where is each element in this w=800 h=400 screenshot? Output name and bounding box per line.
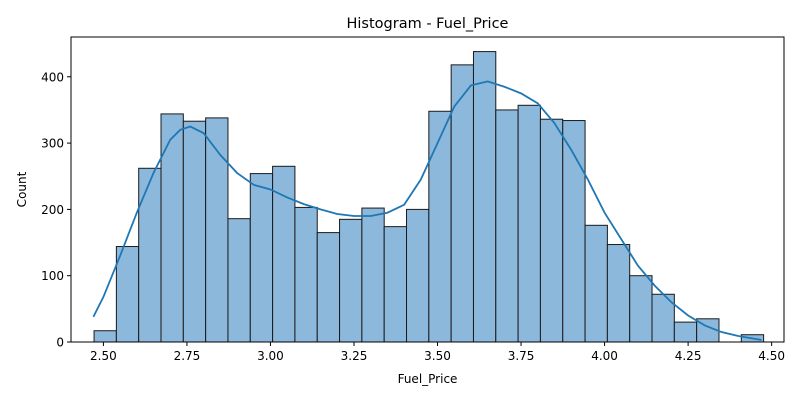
x-axis-title: Fuel_Price	[398, 372, 458, 386]
x-tick-label: 3.75	[508, 349, 535, 363]
histogram-bar	[584, 224, 608, 343]
y-tick-label: 100	[41, 269, 64, 283]
histogram-bar	[606, 244, 631, 343]
x-tick-label: 3.50	[424, 349, 451, 363]
histogram-bar	[472, 51, 497, 343]
x-tick-label: 4.25	[675, 349, 702, 363]
histogram-bar	[517, 104, 541, 343]
histogram-bar	[294, 206, 318, 343]
histogram-bar	[361, 207, 385, 343]
histogram-bar	[138, 167, 162, 343]
bars-layer	[93, 51, 765, 343]
y-axis-title: Count	[15, 171, 29, 207]
y-tick-label: 400	[41, 70, 64, 84]
y-axis-ticks: 0 100 200 300 400	[41, 70, 71, 350]
histogram-bar	[339, 218, 363, 343]
histogram-bar	[227, 218, 251, 343]
y-tick-label: 0	[56, 336, 64, 350]
histogram-bar	[428, 110, 452, 343]
x-tick-label: 3.25	[341, 349, 368, 363]
histogram-bar	[93, 330, 117, 343]
kde-line	[92, 80, 762, 341]
histogram-bar	[160, 113, 184, 343]
histogram-bar	[539, 118, 564, 343]
x-tick-label: 4.00	[591, 349, 618, 363]
histogram-bar	[383, 226, 408, 343]
x-tick-label: 2.75	[174, 349, 201, 363]
x-axis-ticks: 2.50 2.75 3.00 3.25 3.50 3.75 4.00 4.25 4.50	[90, 342, 785, 363]
y-tick-label: 300	[41, 137, 64, 151]
x-tick-label: 4.50	[758, 349, 785, 363]
y-tick-label: 200	[41, 203, 64, 217]
histogram-bar	[629, 275, 653, 343]
chart-title: Histogram - Fuel_Price	[347, 16, 509, 32]
histogram-bar	[115, 246, 140, 343]
histogram-bar	[673, 321, 698, 343]
plot-frame	[70, 36, 785, 343]
histogram-bar	[316, 232, 341, 343]
histogram-bar	[182, 120, 207, 343]
histogram-bar	[249, 173, 274, 343]
histogram-bar	[406, 208, 430, 343]
x-tick-label: 2.50	[90, 349, 117, 363]
histogram-bar	[495, 109, 519, 343]
x-tick-label: 3.00	[257, 349, 284, 363]
